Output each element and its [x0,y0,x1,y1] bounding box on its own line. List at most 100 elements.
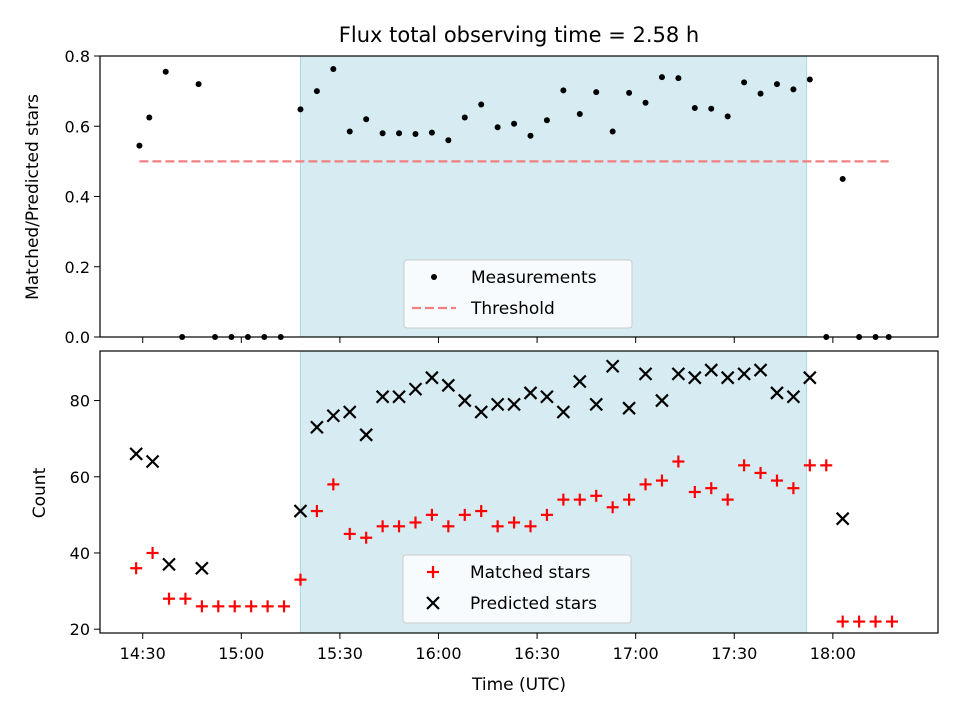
predicted-point [457,393,472,408]
matched-point [853,615,866,628]
predicted-point-b [737,367,751,381]
predicted-point [753,363,768,377]
measurement-point [313,88,320,95]
matched-point [738,459,751,472]
predicted-point-b [375,389,390,404]
y-tick-label-0-3: 0.6 [65,117,90,136]
matched-point [869,615,882,628]
predicted-point [540,389,554,404]
predicted-point [162,557,176,572]
predicted-point-b [129,447,143,461]
predicted-point [589,397,604,412]
matched-point [606,501,619,514]
matched-point [163,592,176,605]
matched-point [409,516,422,529]
matched-point [508,516,521,529]
predicted-point-b [145,454,160,469]
predicted-point-b [688,370,702,385]
predicted-point [408,382,423,396]
matched-point [195,600,208,613]
measurement-point [626,89,633,96]
measurement-point [839,175,846,182]
legend-label-0-1: Threshold [470,299,555,319]
measurement-point [576,110,583,117]
matched-point [261,600,274,613]
predicted-point [359,428,373,442]
matched-point [212,600,225,613]
bottom-panel: 20 40 60 80 14:30 15:00 15:30 16:00 16:30 17:00 17… [70,350,939,663]
measurement-point [642,99,649,106]
predicted-point [835,511,850,526]
matched-point [327,478,340,491]
predicted-point-b [786,389,801,404]
matched-point [179,592,192,605]
predicted-point-b [671,367,686,381]
predicted-point-b [770,386,784,400]
y-tick-label-0-2: 0.4 [65,188,90,207]
predicted-point [671,367,686,381]
x-axis-label: Time (UTC) [471,675,566,695]
measurement-point [146,114,153,121]
predicted-point [737,367,751,381]
measurement-point [297,106,304,113]
predicted-point-b [425,370,439,385]
matched-point [524,520,537,533]
predicted-point-b [556,405,571,419]
y-tick-label-0-4: 0.8 [65,47,90,66]
predicted-point-b [293,504,308,518]
matched-point [245,600,258,613]
y-tick-label-0-0: 0.0 [65,328,90,347]
matched-point [228,600,241,613]
predicted-point-b [408,382,423,396]
measurement-point [790,86,797,93]
predicted-point [720,370,735,385]
matched-point [376,520,389,533]
measurement-point [757,90,764,97]
measurement-point [691,104,698,111]
predicted-point [655,393,669,408]
matched-point [590,489,603,502]
measurement-point [461,114,468,121]
matched-point [278,600,291,613]
measurement-point [511,120,518,127]
measurement-point [379,130,386,137]
measurement-point [363,116,370,123]
predicted-point [441,378,456,393]
predicted-point-b [326,409,341,423]
predicted-point [786,389,801,404]
matched-point [655,474,668,487]
predicted-point-b [441,378,456,393]
predicted-point [129,447,143,461]
predicted-point [573,374,587,389]
measurement-point [494,124,501,131]
matched-point [393,520,406,533]
matched-point [721,493,734,506]
measurement-point [412,130,419,137]
predicted-point [342,405,357,419]
matched-point [540,508,553,521]
predicted-point-b [523,386,538,400]
matched-point [343,527,356,540]
x-tick-label-4: 16:30 [514,644,560,663]
predicted-point [310,420,324,434]
predicted-point [605,359,620,374]
bottom-y-axis-label: Count [30,467,50,518]
matched-point [458,508,471,521]
x-tick-label-3: 16:00 [415,644,461,663]
matched-point [639,478,652,491]
predicted-point-b [195,561,209,575]
matched-point [705,482,718,495]
y-tick-label-1-2: 60 [70,468,90,487]
predicted-point-b [638,367,653,381]
measurement-point [675,75,682,82]
predicted-point [622,401,636,415]
measurement-point [658,74,665,81]
predicted-point [688,370,702,385]
predicted-point-b [490,397,505,412]
predicted-point-b [803,370,817,385]
x-tick-label-2: 15:30 [317,644,363,663]
predicted-point-b [342,405,357,419]
measurement-point [609,128,616,135]
x-tick-label-6: 17:30 [711,644,757,663]
measurement-point [346,128,353,135]
